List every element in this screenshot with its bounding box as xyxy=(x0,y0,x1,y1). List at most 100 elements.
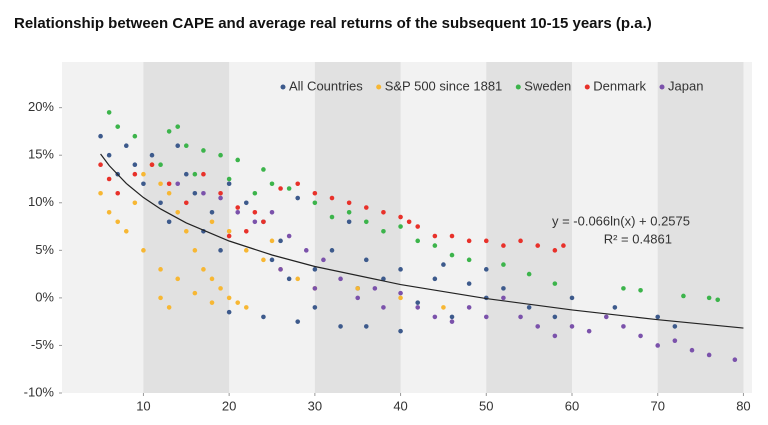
point xyxy=(209,276,215,282)
point xyxy=(261,314,266,320)
point xyxy=(149,162,155,168)
trendline xyxy=(100,153,744,329)
point xyxy=(689,347,695,353)
point xyxy=(106,209,112,215)
y-tick-label: 15% xyxy=(28,147,54,162)
point xyxy=(286,276,292,282)
point xyxy=(312,190,318,196)
point xyxy=(381,305,386,310)
point xyxy=(312,305,318,310)
legend-marker xyxy=(659,84,665,90)
point xyxy=(569,295,575,301)
point xyxy=(269,257,275,263)
point xyxy=(158,162,163,168)
point xyxy=(269,209,275,215)
point xyxy=(123,143,129,149)
point xyxy=(132,171,138,177)
point xyxy=(106,110,112,115)
point xyxy=(312,267,318,272)
point xyxy=(552,248,558,253)
point xyxy=(432,243,438,248)
point xyxy=(321,257,326,263)
point xyxy=(346,209,352,215)
point xyxy=(218,286,223,291)
point xyxy=(115,219,121,225)
legend-label: S&P 500 since 1881 xyxy=(385,78,503,93)
point xyxy=(286,186,292,191)
point xyxy=(218,195,223,201)
point xyxy=(398,290,403,296)
point xyxy=(209,219,215,225)
point xyxy=(278,186,283,191)
point xyxy=(226,229,232,234)
point xyxy=(261,219,266,225)
point xyxy=(466,238,472,244)
point xyxy=(329,214,335,220)
point xyxy=(406,219,412,225)
point xyxy=(141,181,146,187)
annotation: y = -0.066ln(x) + 0.2575 xyxy=(552,213,690,228)
point xyxy=(449,233,455,239)
band xyxy=(314,62,401,393)
point xyxy=(158,267,163,272)
point xyxy=(638,333,643,339)
point xyxy=(218,190,223,196)
point xyxy=(638,287,643,293)
point xyxy=(252,209,258,215)
point xyxy=(175,209,181,215)
point xyxy=(98,162,103,168)
point xyxy=(672,338,678,343)
legend-marker xyxy=(584,84,590,90)
point xyxy=(149,152,155,158)
point xyxy=(355,286,361,291)
point xyxy=(175,143,181,149)
point xyxy=(449,252,455,258)
point xyxy=(363,219,369,225)
point xyxy=(183,143,189,149)
point xyxy=(398,224,403,229)
point xyxy=(158,295,163,301)
point xyxy=(166,219,172,225)
point xyxy=(715,297,721,303)
point xyxy=(329,195,335,201)
point xyxy=(518,314,523,320)
point xyxy=(252,219,258,225)
point xyxy=(192,290,198,296)
point xyxy=(158,181,163,187)
point xyxy=(141,248,146,253)
annotation: R² = 0.4861 xyxy=(604,231,672,246)
point xyxy=(286,233,292,239)
x-tick-label: 50 xyxy=(479,398,493,413)
point xyxy=(381,276,386,282)
point xyxy=(98,133,103,139)
point xyxy=(226,295,232,301)
point xyxy=(295,181,301,187)
point xyxy=(621,286,626,291)
point xyxy=(526,305,532,310)
point xyxy=(192,190,198,196)
point xyxy=(312,286,318,291)
point xyxy=(269,181,275,187)
point xyxy=(201,190,206,196)
point xyxy=(158,200,163,206)
point xyxy=(106,176,112,182)
point xyxy=(303,248,309,253)
point xyxy=(183,200,189,206)
point xyxy=(398,267,403,272)
point xyxy=(201,171,206,177)
legend-marker xyxy=(280,84,286,90)
point xyxy=(346,200,352,206)
point xyxy=(398,214,403,220)
point xyxy=(415,238,421,244)
point xyxy=(218,152,223,158)
y-tick-label: -10% xyxy=(24,384,55,399)
point xyxy=(209,300,215,305)
point xyxy=(175,124,181,129)
point xyxy=(115,124,121,129)
y-tick-label: 10% xyxy=(28,194,54,209)
point xyxy=(432,314,438,320)
point xyxy=(115,190,121,196)
point xyxy=(166,305,172,310)
point xyxy=(398,295,403,301)
